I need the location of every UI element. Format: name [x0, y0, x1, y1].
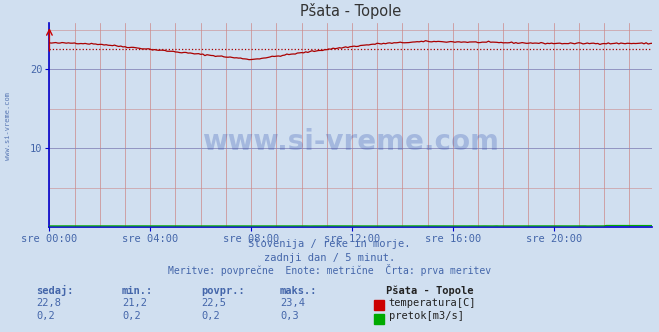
Text: 0,2: 0,2	[201, 311, 219, 321]
Text: zadnji dan / 5 minut.: zadnji dan / 5 minut.	[264, 253, 395, 263]
Text: maks.:: maks.:	[280, 286, 318, 296]
Text: 22,8: 22,8	[36, 298, 61, 308]
Text: temperatura[C]: temperatura[C]	[389, 298, 476, 308]
Text: min.:: min.:	[122, 286, 153, 296]
Text: Slovenija / reke in morje.: Slovenija / reke in morje.	[248, 239, 411, 249]
Text: 23,4: 23,4	[280, 298, 305, 308]
Text: www.si-vreme.com: www.si-vreme.com	[5, 92, 11, 160]
Text: 0,2: 0,2	[36, 311, 55, 321]
Text: 21,2: 21,2	[122, 298, 147, 308]
Text: www.si-vreme.com: www.si-vreme.com	[202, 128, 500, 156]
Text: sedaj:: sedaj:	[36, 285, 74, 296]
Text: pretok[m3/s]: pretok[m3/s]	[389, 311, 464, 321]
Text: 0,3: 0,3	[280, 311, 299, 321]
Title: Pšata - Topole: Pšata - Topole	[301, 3, 401, 19]
Text: Pšata - Topole: Pšata - Topole	[386, 285, 473, 296]
Text: Meritve: povprečne  Enote: metrične  Črta: prva meritev: Meritve: povprečne Enote: metrične Črta:…	[168, 264, 491, 276]
Text: 22,5: 22,5	[201, 298, 226, 308]
Text: 0,2: 0,2	[122, 311, 140, 321]
Text: povpr.:: povpr.:	[201, 286, 244, 296]
